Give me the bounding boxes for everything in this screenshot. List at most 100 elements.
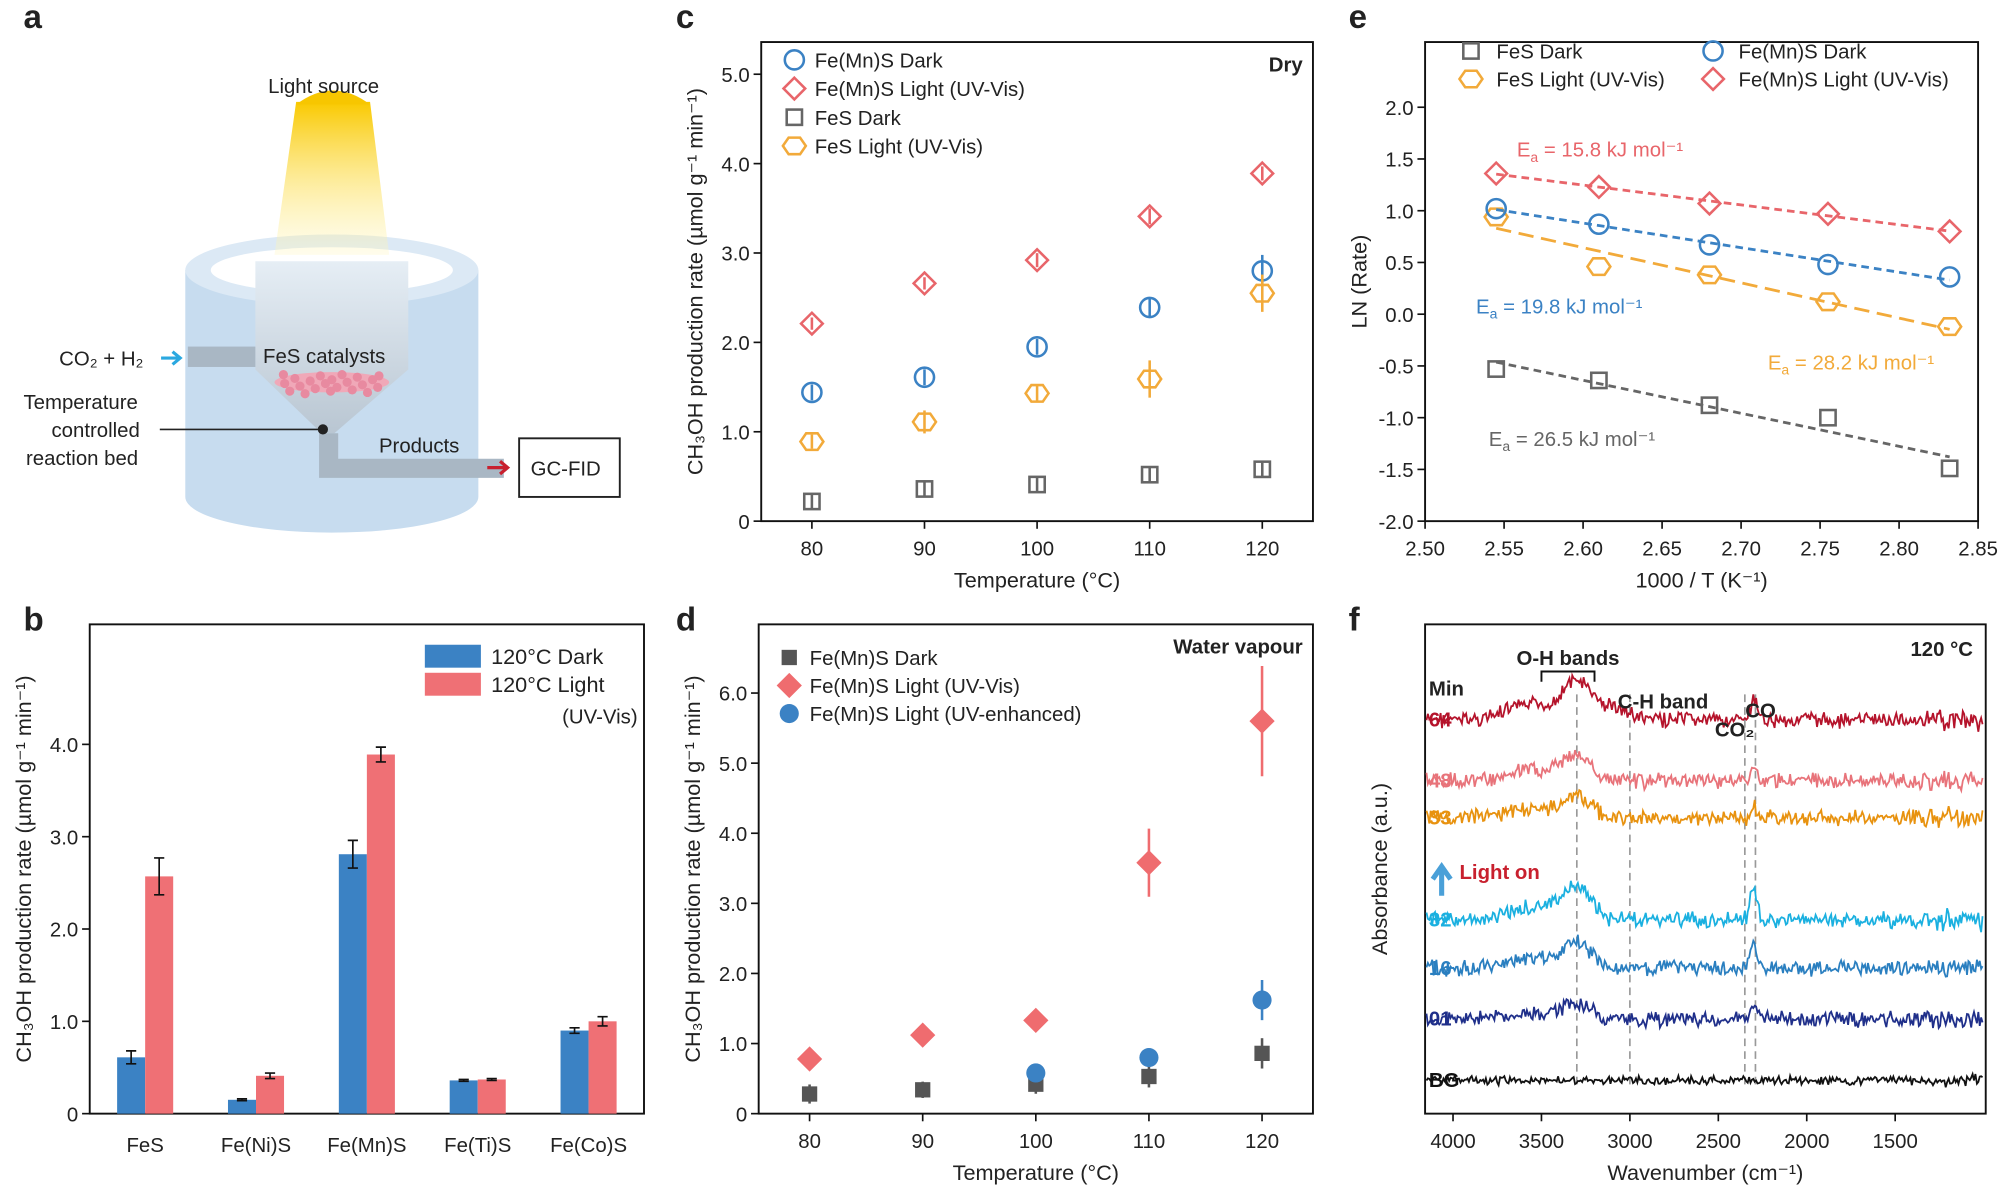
error-bar: [236, 1098, 248, 1102]
catalyst-bead: [295, 381, 305, 391]
x-tick-label: 80: [801, 539, 824, 561]
catalyst-label: FeS catalysts: [263, 346, 385, 368]
data-point: [911, 270, 938, 297]
data-point: [1252, 990, 1272, 1010]
data-point: [801, 381, 823, 404]
data-point: [1141, 1068, 1157, 1085]
catalyst-bead: [327, 375, 337, 385]
x-tick-label: 100: [1020, 539, 1054, 561]
x-axis-label: 1000 / T (K⁻¹): [1635, 567, 1767, 592]
spectrum-trace: [1425, 672, 1984, 732]
x-tick-label: 110: [1133, 539, 1165, 561]
light-source-label: Light source: [268, 76, 379, 98]
panel-e: e 2.0 1.5 1.0 0.5 0.0 -0.5 -1.0 -1.5 -2.0 LN (Rate…: [1346, 0, 1997, 592]
data-point: [801, 1086, 818, 1102]
y-tick-label: 4.0: [721, 154, 749, 176]
trace-label: 64: [1429, 709, 1452, 731]
legend-marker: [781, 649, 797, 666]
x-tick-label: 110: [1133, 1131, 1165, 1153]
data-point: [1136, 369, 1163, 389]
legend-marker: [1462, 42, 1480, 60]
data-point: [1487, 360, 1506, 378]
x-tick-label: 2.75: [1800, 539, 1840, 561]
data-point: [913, 366, 936, 389]
band-bracket: [1540, 670, 1596, 682]
gc-fid-box: [518, 437, 621, 498]
data-point: [1024, 247, 1050, 273]
bar: [449, 1080, 478, 1114]
data-point: [1483, 160, 1509, 187]
legend-label: Fe(Mn)S Light (UV-enhanced): [810, 704, 1082, 726]
legend-label-sub: (UV-Vis): [562, 707, 637, 729]
panel-d: d 0 1.0 2.0 3.0 4.0 5.0 6.0 CH₃OH production rat…: [676, 602, 1314, 1185]
catalyst-bead: [278, 370, 288, 380]
data-point: [1586, 174, 1612, 200]
bar: [256, 1075, 285, 1114]
x-tick-label: 2.70: [1721, 539, 1761, 561]
data-point: [1589, 371, 1608, 390]
x-tick-label: 2.50: [1405, 539, 1445, 561]
catalyst-bead: [347, 385, 357, 395]
trace-label: 48: [1429, 770, 1452, 792]
error-bar: [569, 1026, 580, 1035]
y-tick-label: 0: [67, 1104, 78, 1126]
spectrum-trace: [1425, 997, 1984, 1031]
panel-c: c 0 1.0 2.0 3.0 4.0 5.0 CH₃OH production rate (…: [676, 0, 1314, 592]
arrow-up-icon: [1430, 862, 1453, 896]
error-bar: [264, 1072, 276, 1080]
light-on-label: Light on: [1459, 862, 1539, 884]
bar: [560, 1030, 589, 1114]
catalyst-bead: [352, 372, 362, 382]
catalyst-bead: [300, 389, 310, 399]
catalyst-bead: [374, 371, 384, 381]
panel-label-f: f: [1349, 602, 1361, 639]
x-axis-label: Temperature (°C): [953, 1160, 1119, 1185]
data-point: [1139, 1048, 1159, 1068]
y-tick-label: 2.0: [50, 920, 78, 942]
x-category-label: Fe(Mn)S: [327, 1135, 406, 1157]
legend-marker: [779, 703, 799, 724]
data-point: [1028, 475, 1047, 494]
data-point: [915, 1082, 931, 1098]
outlet-pipe: [319, 433, 504, 478]
bar: [338, 854, 367, 1114]
x-tick-label: 100: [1019, 1131, 1053, 1153]
y-tick-label: 1.0: [721, 422, 749, 444]
y-tick-label: 5.0: [721, 65, 749, 87]
x-tick-label: 120: [1245, 539, 1279, 561]
x-tick-label: 2.80: [1879, 539, 1919, 561]
legend-label: 120°C Light: [491, 672, 604, 697]
error-bar: [597, 1015, 608, 1027]
charts: b 0 1.0 2.0 3.0 4.0 CH₃OH production rate (µmo…: [11, 0, 1998, 1185]
data-point: [1588, 213, 1610, 235]
data-point: [1249, 160, 1275, 187]
legend-label: FeS Dark: [1496, 42, 1583, 64]
x-tick-label: 2000: [1784, 1131, 1829, 1153]
bar: [117, 1057, 146, 1114]
legend-label: 120°C Dark: [491, 644, 603, 669]
x-category-label: FeS: [126, 1135, 163, 1157]
activation-energy-label: Ea = 26.5 kJ mol⁻¹: [1489, 429, 1656, 454]
panel-b: b 0 1.0 2.0 3.0 4.0 CH₃OH production rate (µmo…: [11, 602, 645, 1157]
legend-marker: [1702, 40, 1724, 62]
x-tick-label: 2.60: [1563, 539, 1603, 561]
y-tick-label: 2.0: [721, 333, 749, 355]
panel-label-d: d: [676, 602, 696, 639]
catalyst-beads: [278, 370, 384, 399]
y-tick-label: 1.0: [50, 1012, 78, 1034]
bar: [145, 876, 174, 1114]
error-bar: [126, 1050, 137, 1065]
bed-label-1: Temperature: [23, 392, 137, 414]
x-tick-label: 120: [1245, 1131, 1279, 1153]
trace-label: 01: [1429, 1009, 1452, 1031]
y-tick-label: -0.5: [1379, 357, 1414, 379]
data-point: [1814, 292, 1841, 312]
x-tick-label: 1500: [1873, 1131, 1918, 1153]
x-axis-label: Wavenumber (cm⁻¹): [1607, 1160, 1803, 1185]
data-point: [910, 1022, 936, 1048]
panel-label-a: a: [23, 0, 42, 36]
error-bar: [375, 746, 386, 763]
y-tick-label: 3.0: [719, 894, 747, 916]
x-tick-label: 90: [913, 539, 936, 561]
